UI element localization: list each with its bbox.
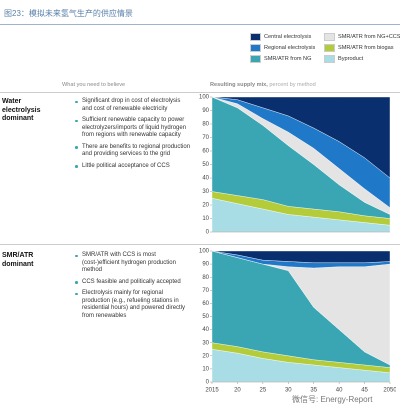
legend-swatch <box>324 43 335 52</box>
y-tick-label: 40 <box>202 327 209 333</box>
y-tick-label: 80 <box>202 275 209 281</box>
bullet: SMR/ATR with CCS is most (cost-)efficien… <box>74 252 192 275</box>
y-tick-label: 30 <box>202 340 209 346</box>
y-tick-label: 20 <box>202 203 209 209</box>
legend-swatch <box>250 32 261 41</box>
chart: 0 10 20 30 40 50 60 70 80 90 100 2015 20 25 30 35 40 45 20… <box>199 249 396 394</box>
column-header: What you need to believe <box>62 82 126 88</box>
y-tick-label: 60 <box>202 301 209 307</box>
bullet: Sufficient renewable capacity to power e… <box>74 117 192 140</box>
bullet: Significant drop in cost of electrolysis… <box>74 98 192 113</box>
y-tick-label: 80 <box>202 122 209 128</box>
y-tick-label: 50 <box>202 314 209 320</box>
separator <box>0 24 400 25</box>
legend-swatch <box>324 54 335 63</box>
watermark: 微信号: Energy-Report <box>292 395 373 404</box>
legend-label: Byproduct <box>338 55 364 62</box>
bullet-list: Significant drop in cost of electrolysis… <box>74 98 192 174</box>
legend-item: Byproduct <box>324 54 363 63</box>
x-tick-label: 30 <box>285 388 292 394</box>
separator <box>0 244 400 245</box>
scenario-label: SMR/ATR dominant <box>2 252 34 268</box>
x-tick-label: 20 <box>234 388 241 394</box>
legend-swatch <box>324 32 335 41</box>
y-tick-label: 70 <box>202 135 209 141</box>
legend-swatch <box>250 43 261 52</box>
legend-label: SMR/ATR from NG+CCS <box>338 33 400 40</box>
legend-label: SMR/ATR from NG <box>264 55 312 62</box>
bullet: Electrolysis mainly for regional product… <box>74 290 192 320</box>
legend-item: Regional electrolysis <box>250 43 315 52</box>
area <box>211 96 391 179</box>
y-tick-label: 70 <box>202 288 209 294</box>
y-tick-label: 90 <box>202 108 209 114</box>
bullet: CCS feasible and politically accepted <box>74 279 192 287</box>
y-tick-label: 20 <box>202 353 209 359</box>
column-header-main: Resulting supply mix, <box>210 82 268 88</box>
x-tick-label: 40 <box>336 388 343 394</box>
bullet: Little political acceptance of CCS <box>74 163 192 171</box>
y-tick-label: 90 <box>202 262 209 268</box>
y-tick-label: 10 <box>202 366 209 372</box>
y-tick-label: 0 <box>206 380 210 386</box>
legend-item: SMR/ATR from biogas <box>324 43 394 52</box>
y-tick-label: 100 <box>199 95 210 101</box>
legend-label: Central electrolysis <box>264 33 312 40</box>
legend-label: SMR/ATR from biogas <box>338 44 394 51</box>
legend-item: SMR/ATR from NG+CCS <box>324 32 400 41</box>
area <box>211 250 391 263</box>
scenario-label: Water electrolysis dominant <box>2 98 41 122</box>
y-tick-label: 50 <box>202 162 209 168</box>
bullet-list: SMR/ATR with CCS is most (cost-)efficien… <box>74 252 192 324</box>
y-tick-label: 40 <box>202 176 209 182</box>
bullet: There are benefits to regional productio… <box>74 144 192 159</box>
y-tick-label: 10 <box>202 216 209 222</box>
legend-item: SMR/ATR from NG <box>250 54 311 63</box>
x-tick-label: 25 <box>260 388 267 394</box>
column-header: Resulting supply mix, percent by method <box>210 82 316 88</box>
y-tick-label: 100 <box>199 249 210 255</box>
legend-label: Regional electrolysis <box>264 44 316 51</box>
x-tick-label: 2015 <box>205 388 219 394</box>
figure-title: 图23：模拟未来氢气生产的供应情景 <box>4 9 133 18</box>
column-header-note: percent by method <box>269 82 316 88</box>
separator <box>0 92 400 93</box>
y-tick-label: 60 <box>202 149 209 155</box>
chart: 0 10 20 30 40 50 60 70 80 90 100 <box>199 95 391 236</box>
y-tick-label: 30 <box>202 189 209 195</box>
legend-swatch <box>250 54 261 63</box>
legend: Byproduct SMR/ATR from biogas SMR/ATR from… <box>250 32 400 66</box>
y-tick-label: 0 <box>206 230 210 236</box>
legend-item: Central electrolysis <box>250 32 311 41</box>
x-tick-label: 45 <box>361 388 368 394</box>
x-tick-label: 35 <box>310 388 317 394</box>
x-tick-label: 2050 <box>383 388 396 394</box>
